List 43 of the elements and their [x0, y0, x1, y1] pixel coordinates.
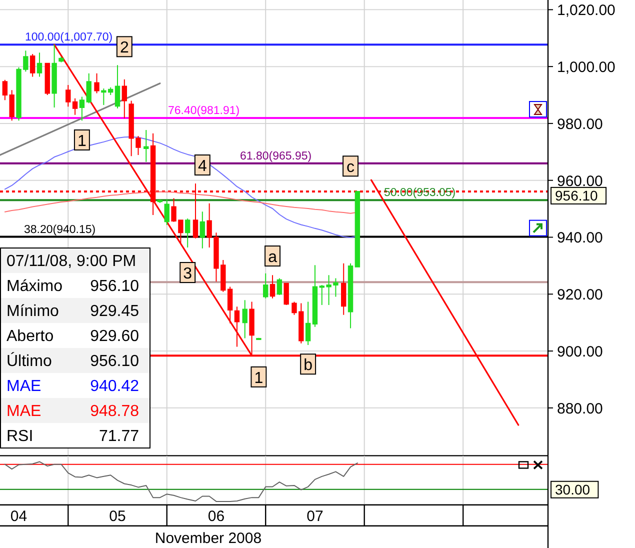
annotation: 1	[254, 370, 264, 387]
x-axis-title: November 2008	[154, 530, 262, 547]
ref-line-label: 50.00(953.05)	[384, 187, 456, 200]
ref-line-label: 38.20(940.15)	[24, 224, 96, 236]
text: 71.77	[98, 428, 139, 445]
y-tick-label: 900.00	[557, 344, 603, 361]
x-tick-label: 05	[109, 508, 126, 525]
annotation: 2	[120, 40, 129, 57]
text: 940.42	[90, 378, 139, 395]
ref-line-label: 100.00(1,007.70)	[25, 32, 113, 44]
text: 929.60	[90, 328, 139, 345]
y-tick-label: 980.00	[557, 116, 603, 133]
category-label: MAE	[6, 403, 42, 420]
ref-line-label: 956.10	[555, 187, 598, 204]
annotation: 4	[198, 158, 207, 175]
ref-line-label: 61.80(965.95)	[240, 150, 312, 162]
text: 929.45	[90, 303, 139, 320]
annotation: c	[346, 159, 355, 176]
y-tick-label: 1,020.00	[557, 2, 616, 20]
text: 30.00	[555, 481, 590, 498]
x-tick-label: 04	[10, 508, 28, 525]
text: 07/11/08, 9:00 PM	[6, 253, 136, 270]
text: 948.78	[90, 403, 139, 420]
category-label: MAE	[6, 378, 42, 395]
y-tick-label: 1,000.00	[557, 59, 616, 76]
x-tick-label: 06	[208, 508, 225, 525]
y-tick-label: 940.00	[557, 230, 603, 247]
category-label: Último	[6, 352, 52, 370]
category-label: Aberto	[6, 328, 54, 345]
y-tick-label: 880.00	[557, 400, 603, 418]
category-label: RSI	[6, 428, 34, 445]
ref-line-label: 76.40(981.91)	[168, 105, 240, 118]
y-tick-label: 920.00	[557, 286, 603, 304]
text: 956.10	[90, 353, 139, 370]
annotation: 1	[78, 132, 86, 150]
category-label: Máximo	[6, 278, 63, 295]
x-tick-label: 07	[306, 508, 324, 525]
annotation: a	[268, 249, 278, 266]
annotation: b	[304, 357, 313, 374]
y-tick-label: 960.00	[557, 172, 603, 190]
annotation: 3	[183, 266, 192, 283]
category-label: Mínimo	[6, 303, 60, 320]
text: 956.10	[90, 278, 139, 295]
